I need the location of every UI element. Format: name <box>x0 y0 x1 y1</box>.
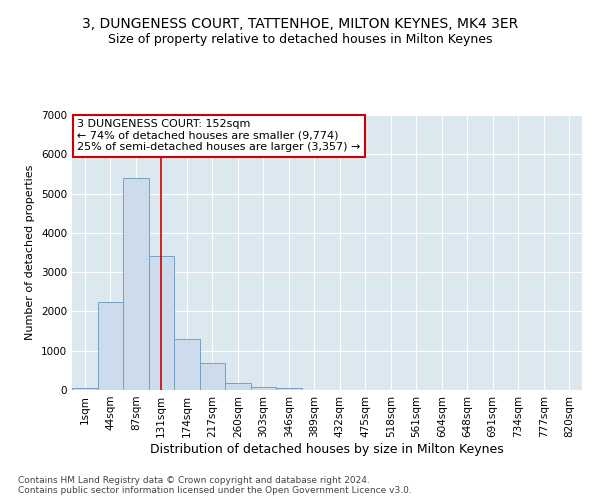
Bar <box>199 362 225 390</box>
Bar <box>225 383 251 390</box>
Bar <box>72 388 97 390</box>
Text: 3 DUNGENESS COURT: 152sqm
← 74% of detached houses are smaller (9,774)
25% of se: 3 DUNGENESS COURT: 152sqm ← 74% of detac… <box>77 119 361 152</box>
Text: Contains HM Land Registry data © Crown copyright and database right 2024.
Contai: Contains HM Land Registry data © Crown c… <box>18 476 412 495</box>
Bar <box>174 339 199 390</box>
Text: Size of property relative to detached houses in Milton Keynes: Size of property relative to detached ho… <box>108 32 492 46</box>
Y-axis label: Number of detached properties: Number of detached properties <box>25 165 35 340</box>
Bar <box>251 387 276 390</box>
Text: 3, DUNGENESS COURT, TATTENHOE, MILTON KEYNES, MK4 3ER: 3, DUNGENESS COURT, TATTENHOE, MILTON KE… <box>82 18 518 32</box>
Bar <box>276 388 302 390</box>
X-axis label: Distribution of detached houses by size in Milton Keynes: Distribution of detached houses by size … <box>150 442 504 456</box>
Bar <box>123 178 149 390</box>
Bar <box>97 302 123 390</box>
Bar <box>149 256 174 390</box>
